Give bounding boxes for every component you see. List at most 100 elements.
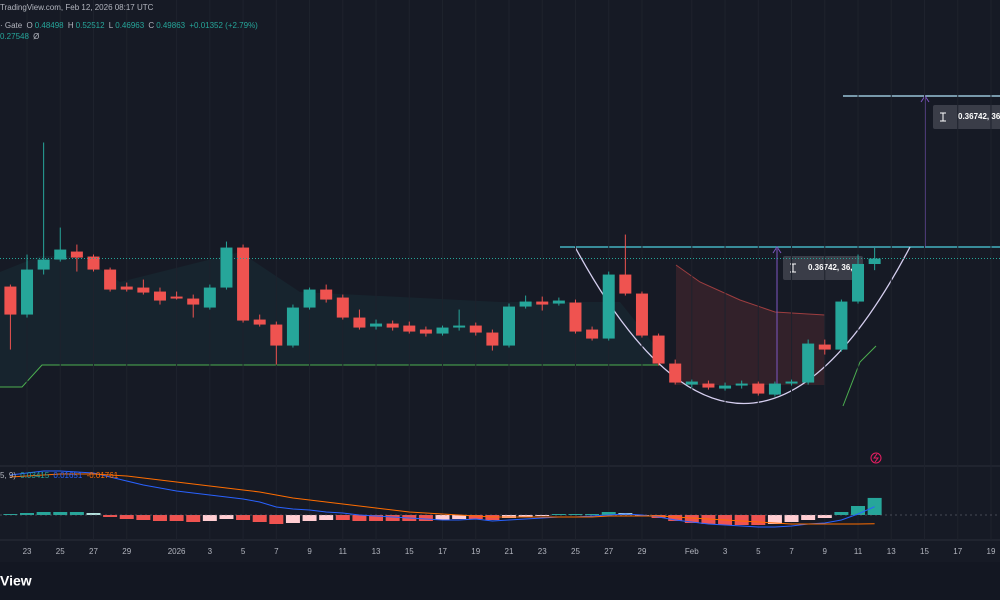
measure-box bbox=[783, 256, 863, 280]
histogram-bar bbox=[86, 513, 101, 515]
x-tick-label: 29 bbox=[638, 547, 647, 556]
x-tick-label: 17 bbox=[953, 547, 962, 556]
candle-body bbox=[286, 307, 299, 346]
histogram-bar bbox=[734, 515, 749, 525]
candle-body bbox=[104, 269, 117, 290]
histogram-bar bbox=[851, 506, 866, 515]
x-tick-label: 27 bbox=[604, 547, 613, 556]
measure-label: 0.36742, 36, bbox=[808, 263, 852, 272]
candle-body bbox=[436, 327, 449, 334]
measure-icon bbox=[790, 263, 796, 273]
candle-body bbox=[303, 289, 316, 308]
macd-legend: 5, 9) 0.03415 0.01651 -0.01761 bbox=[0, 471, 120, 480]
histogram-bar bbox=[751, 515, 766, 525]
candle-body bbox=[818, 344, 831, 350]
histogram-bar bbox=[169, 515, 184, 521]
cloud-area bbox=[0, 252, 660, 387]
candle-body bbox=[320, 289, 333, 300]
candle-body bbox=[469, 325, 482, 333]
symbol: · Gate bbox=[0, 21, 23, 30]
histogram-bar bbox=[867, 497, 882, 515]
event-icon bbox=[870, 452, 882, 464]
histogram-bar bbox=[319, 515, 334, 520]
histogram-bar bbox=[202, 515, 217, 521]
histogram-bar bbox=[485, 515, 500, 520]
candle-body bbox=[270, 324, 283, 346]
candle-body bbox=[21, 269, 34, 315]
x-tick-label: 25 bbox=[571, 547, 580, 556]
candle-body bbox=[203, 287, 216, 308]
candle-body bbox=[70, 251, 83, 258]
candle-body bbox=[87, 256, 100, 270]
candle-body bbox=[768, 383, 781, 395]
x-tick-label: 13 bbox=[887, 547, 896, 556]
x-tick-label: 7 bbox=[789, 547, 794, 556]
indicator-value: 0.27548 bbox=[0, 32, 29, 41]
ohlc-value: 0.46963 bbox=[115, 21, 145, 30]
x-tick-label: Feb bbox=[685, 547, 699, 556]
candle-body bbox=[386, 323, 399, 328]
histogram-bar bbox=[53, 512, 68, 515]
candle-body bbox=[237, 247, 250, 321]
brand: View bbox=[0, 573, 32, 589]
cup-curve bbox=[574, 246, 911, 404]
histogram-bar bbox=[435, 515, 450, 520]
histogram-bar bbox=[3, 514, 18, 515]
histogram-bar bbox=[684, 515, 699, 523]
histogram-bar bbox=[801, 515, 816, 520]
candle-body bbox=[702, 383, 715, 388]
histogram-bar bbox=[152, 515, 167, 521]
histogram-bar bbox=[119, 515, 134, 519]
source: TradingView.com, Feb 12, 2026 08:17 UTC bbox=[0, 3, 154, 12]
x-tick-label: 27 bbox=[89, 547, 98, 556]
histogram-bar bbox=[369, 515, 384, 521]
histogram-bar bbox=[834, 512, 849, 515]
x-tick-label: 25 bbox=[56, 547, 65, 556]
measure-box bbox=[933, 105, 1000, 129]
candle-body bbox=[403, 325, 416, 332]
x-tick-label: 15 bbox=[405, 547, 414, 556]
x-tick-label: 13 bbox=[372, 547, 381, 556]
candle-body bbox=[719, 385, 732, 389]
candle-body bbox=[336, 297, 349, 318]
ohlc-label: L bbox=[108, 21, 114, 30]
macd-value: 0.01651 bbox=[53, 471, 83, 480]
signal-value: -0.01761 bbox=[86, 471, 119, 480]
histogram-bar bbox=[551, 514, 566, 515]
histogram-bar bbox=[452, 515, 467, 519]
x-tick-label: 9 bbox=[823, 547, 828, 556]
candle-body bbox=[868, 258, 881, 265]
candle-body bbox=[37, 259, 50, 270]
candle-body bbox=[835, 301, 848, 350]
ohlc-value: 0.49863 bbox=[156, 21, 186, 30]
histogram-bar bbox=[352, 515, 367, 521]
histogram-bar bbox=[269, 515, 284, 524]
candle-body bbox=[353, 317, 366, 328]
candle-body bbox=[4, 286, 17, 315]
candle-body bbox=[752, 383, 765, 394]
header-source: TradingView.com, Feb 12, 2026 08:17 UTC bbox=[0, 3, 155, 12]
x-tick-label: 3 bbox=[208, 547, 213, 556]
histogram-bar bbox=[601, 512, 616, 515]
x-tick-label: 15 bbox=[920, 547, 929, 556]
candle-body bbox=[503, 306, 515, 346]
candle-body bbox=[536, 301, 549, 305]
x-tick-label: 23 bbox=[23, 547, 32, 556]
candle-body bbox=[602, 274, 615, 339]
indicator-suffix: Ø bbox=[33, 32, 40, 41]
histogram-bar bbox=[302, 515, 317, 521]
candle-body bbox=[153, 291, 166, 301]
histogram-bar bbox=[817, 515, 832, 518]
measure-icon bbox=[940, 112, 946, 122]
candle-body bbox=[370, 323, 383, 327]
histogram-bar bbox=[236, 515, 251, 520]
cloud-line bbox=[0, 364, 660, 388]
histogram-bar bbox=[186, 515, 201, 522]
x-tick-label: 19 bbox=[987, 547, 996, 556]
x-tick-label: 2026 bbox=[168, 547, 186, 556]
cloud-line-green bbox=[842, 345, 877, 407]
x-tick-label: 23 bbox=[538, 547, 547, 556]
histogram-bar bbox=[668, 515, 683, 521]
x-tick-label: 9 bbox=[307, 547, 312, 556]
ohlc-label: C bbox=[148, 21, 155, 30]
